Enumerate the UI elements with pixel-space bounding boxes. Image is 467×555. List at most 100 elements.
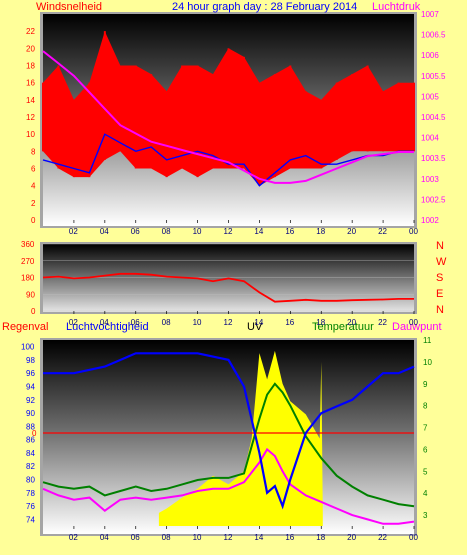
panel-2-x-tick-label: 18 (316, 318, 325, 327)
panel-2-x-tick-label: 12 (224, 318, 233, 327)
direction-label-s: S (436, 272, 443, 284)
tick-labels: 024681012141618202210021002.510031003.51… (21, 10, 446, 542)
wind-y-tick-label: 16 (26, 79, 35, 88)
direction-label-w: W (436, 256, 447, 268)
wind-y-tick-label: 20 (26, 44, 35, 53)
legend-temperature: Temperatuur (312, 321, 374, 333)
pressure-y-tick-label: 1007 (421, 10, 439, 19)
panel-1-x-tick-label: 18 (316, 227, 325, 236)
panel-2-x-tick-label: 06 (131, 318, 140, 327)
temperature-line (42, 382, 415, 508)
panel-3-x-tick-label: 14 (254, 533, 263, 542)
pressure-y-tick-label: 1005.5 (421, 72, 446, 81)
panel-3-x-tick-label: 12 (224, 533, 233, 542)
legend-rain: Regenval (2, 321, 48, 333)
wind-y-tick-label: 14 (26, 96, 35, 105)
panel-3-x-tick-label: 02 (69, 533, 78, 542)
legend-uv: UV (247, 321, 263, 333)
direction-label-n-top: N (436, 240, 444, 252)
pressure-y-tick-label: 1005 (421, 92, 439, 101)
chart-title: 24 hour graph day : 28 February 2014 (172, 1, 357, 13)
humidity-y-tick-label: 96 (26, 369, 35, 378)
humidity-y-tick-label: 76 (26, 502, 35, 511)
wind-average-line (42, 133, 414, 187)
direction-y-tick-label: 180 (21, 274, 35, 283)
pressure-y-tick-label: 1003.5 (421, 154, 446, 163)
panel-1-x-tick-label: 10 (193, 227, 202, 236)
panel-2-x-tick-label: 14 (254, 318, 263, 327)
temperature-y-tick-label: 11 (423, 336, 432, 345)
wind-y-tick-label: 2 (31, 199, 36, 208)
legend-humidity: Luchtvochtigheid (66, 321, 149, 333)
humidity-y-tick-label: 90 (26, 409, 35, 418)
humidity-y-tick-label: 86 (26, 436, 35, 445)
direction-y-tick-label: 0 (31, 307, 36, 316)
temperature-y-tick-label: 7 (423, 424, 428, 433)
legend-dewpoint: Dauwpunt (392, 321, 442, 333)
panel-2-x-tick-label: 10 (193, 318, 202, 327)
humidity-line (43, 352, 415, 510)
pressure-line (42, 50, 414, 184)
humidity-y-tick-label: 80 (26, 476, 35, 485)
panel-2-x-tick-label: 04 (100, 318, 109, 327)
pressure-y-tick-label: 1003 (421, 175, 439, 184)
pressure-y-tick-label: 1002 (421, 216, 439, 225)
temperature-y-tick-label: 3 (423, 511, 428, 520)
panel-1-x-tick-label: 14 (254, 227, 263, 236)
panel-3-x-tick-label: 20 (347, 533, 356, 542)
panel-2-x-tick-label: 16 (285, 318, 294, 327)
humidity-y-tick-label: 94 (26, 383, 35, 392)
panel-3-legend: Regenval Luchtvochtigheid UV Temperatuur… (2, 321, 442, 333)
panel-3-x-tick-label: 00 (409, 533, 418, 542)
wind-y-tick-label: 8 (31, 147, 36, 156)
panel-1-x-tick-label: 22 (378, 227, 387, 236)
direction-y-tick-label: 270 (21, 257, 35, 266)
panel-2-x-tick-label: 08 (162, 318, 171, 327)
dewpoint-line (42, 447, 415, 525)
panel-3-x-tick-label: 06 (131, 533, 140, 542)
panel-3-x-tick-label: 18 (316, 533, 325, 542)
humidity-y-tick-label: 92 (26, 396, 35, 405)
wind-direction-line (42, 272, 414, 303)
humidity-y-tick-label: 98 (26, 356, 35, 365)
panel-1-x-tick-label: 08 (162, 227, 171, 236)
pressure-label: Luchtdruk (372, 1, 421, 13)
humidity-y-tick-label: 82 (26, 462, 35, 471)
panel-1-x-tick-label: 02 (69, 227, 78, 236)
panel-1-x-tick-label: 06 (131, 227, 140, 236)
direction-label-n-bottom: N (436, 304, 444, 316)
panel-3-x-tick-label: 08 (162, 533, 171, 542)
temperature-y-tick-label: 8 (423, 402, 428, 411)
panel-1-x-tick-label: 20 (347, 227, 356, 236)
pressure-y-tick-label: 1004.5 (421, 113, 446, 122)
panel-2-x-tick-label: 22 (378, 318, 387, 327)
chart-marks (42, 31, 415, 526)
rain-zero-label: 0 (32, 429, 37, 438)
panel-1-x-tick-label: 00 (409, 227, 418, 236)
wind-y-tick-label: 12 (26, 113, 35, 122)
pressure-y-tick-label: 1006 (421, 51, 439, 60)
temperature-y-tick-label: 4 (423, 489, 428, 498)
humidity-y-tick-label: 100 (21, 343, 35, 352)
humidity-y-tick-label: 78 (26, 489, 35, 498)
pressure-y-tick-label: 1006.5 (421, 31, 446, 40)
panel-2-x-tick-label: 20 (347, 318, 356, 327)
wind-y-tick-label: 0 (31, 216, 36, 225)
panel-2-x-tick-label: 02 (69, 318, 78, 327)
humidity-y-tick-label: 74 (26, 515, 35, 524)
pressure-y-tick-label: 1004 (421, 134, 439, 143)
temperature-y-tick-label: 6 (423, 445, 428, 454)
panel-3-x-tick-label: 16 (285, 533, 294, 542)
wind-y-tick-label: 22 (26, 27, 35, 36)
uv-area (158, 350, 323, 526)
wind-y-tick-label: 18 (26, 62, 35, 71)
temperature-y-tick-label: 5 (423, 467, 428, 476)
panel-1-x-tick-label: 16 (285, 227, 294, 236)
panel-2-x-tick-label: 00 (409, 318, 418, 327)
pressure-y-tick-label: 1002.5 (421, 195, 446, 204)
panel-1-x-tick-label: 04 (100, 227, 109, 236)
humidity-y-tick-label: 88 (26, 422, 35, 431)
temperature-y-tick-label: 9 (423, 380, 428, 389)
direction-y-tick-label: 360 (21, 240, 35, 249)
